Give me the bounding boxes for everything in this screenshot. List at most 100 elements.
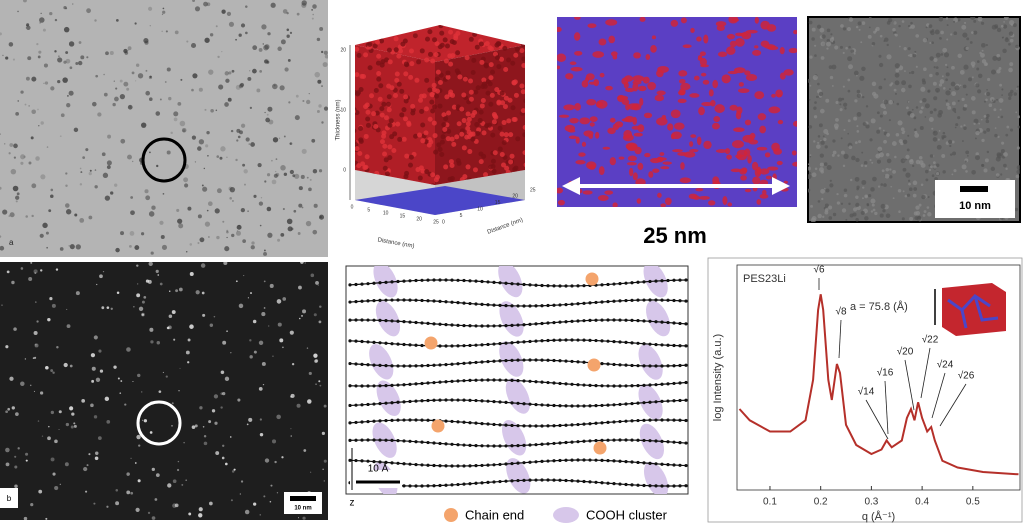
particle — [268, 119, 274, 125]
grain — [817, 82, 820, 86]
particle — [36, 42, 39, 46]
particle — [2, 209, 8, 215]
grain — [976, 60, 980, 63]
atom — [414, 343, 418, 347]
grain — [916, 215, 922, 221]
grain — [843, 102, 848, 107]
particle — [42, 222, 48, 229]
particle — [148, 262, 153, 266]
grain — [836, 201, 841, 205]
particle — [236, 224, 242, 230]
particle — [65, 209, 72, 215]
atom — [366, 340, 370, 344]
particle — [301, 206, 304, 209]
sphere — [490, 158, 496, 164]
sphere — [511, 117, 517, 123]
atom — [558, 441, 562, 445]
particle — [229, 197, 232, 200]
atom — [468, 279, 472, 283]
grain — [962, 106, 967, 111]
particle — [287, 226, 293, 232]
atom — [678, 441, 682, 445]
sphere — [502, 45, 508, 51]
domain — [779, 47, 785, 55]
particle — [271, 159, 273, 162]
particle — [238, 303, 244, 309]
particle — [131, 160, 134, 163]
particle — [66, 308, 68, 311]
atom — [624, 419, 628, 423]
atom — [444, 323, 448, 327]
grain — [908, 182, 911, 186]
particle — [231, 233, 235, 238]
particle — [287, 59, 291, 62]
x-tick-label: 0.3 — [864, 497, 878, 508]
particle — [225, 462, 228, 466]
particle — [249, 106, 253, 109]
particle — [115, 489, 119, 492]
grain — [971, 169, 976, 175]
grain — [814, 101, 817, 104]
particle — [297, 232, 301, 235]
sphere — [478, 109, 484, 115]
atom — [588, 383, 592, 387]
grain — [822, 135, 825, 138]
atom — [570, 359, 574, 364]
particle — [74, 213, 78, 217]
sphere — [472, 167, 478, 173]
particle — [31, 214, 34, 218]
atom — [630, 401, 634, 406]
domain — [747, 154, 752, 164]
atom — [354, 282, 358, 287]
domain — [670, 109, 681, 119]
sphere — [396, 81, 402, 87]
grain — [975, 152, 979, 156]
atom — [366, 438, 370, 442]
atom — [432, 299, 436, 303]
cooh-cluster — [639, 423, 665, 460]
domain — [609, 117, 616, 123]
x-tick-label: 0.1 — [763, 497, 777, 508]
grain — [946, 38, 949, 41]
atom — [348, 283, 352, 287]
particle — [133, 305, 135, 308]
grain — [836, 192, 839, 196]
sphere — [443, 164, 449, 170]
particle — [206, 2, 211, 7]
grain — [871, 81, 877, 87]
sphere — [443, 58, 449, 64]
atom — [474, 464, 478, 468]
atom — [666, 278, 670, 283]
particle — [263, 280, 266, 283]
particle — [186, 40, 189, 43]
particle — [230, 352, 232, 354]
grain — [996, 56, 1002, 62]
atom — [570, 284, 574, 288]
particle — [157, 274, 160, 276]
grain — [1001, 88, 1004, 91]
particle — [248, 417, 253, 422]
particle — [148, 211, 155, 217]
grain — [998, 67, 1002, 70]
grain — [932, 161, 936, 165]
particle — [290, 428, 292, 430]
atom — [498, 444, 502, 448]
domain — [701, 101, 713, 107]
grain — [928, 164, 931, 167]
grain — [856, 125, 859, 128]
grain — [930, 30, 935, 36]
scale-bar — [960, 186, 988, 192]
atom — [360, 438, 364, 442]
grain — [901, 217, 905, 221]
grain — [907, 134, 910, 137]
grain — [900, 87, 906, 93]
sphere — [465, 111, 471, 117]
atom — [630, 281, 634, 285]
domain — [621, 77, 629, 85]
particle — [93, 415, 98, 419]
grain — [937, 138, 940, 141]
atom — [564, 302, 568, 307]
atom — [570, 440, 574, 444]
atom — [426, 299, 430, 303]
grain — [1013, 92, 1018, 96]
